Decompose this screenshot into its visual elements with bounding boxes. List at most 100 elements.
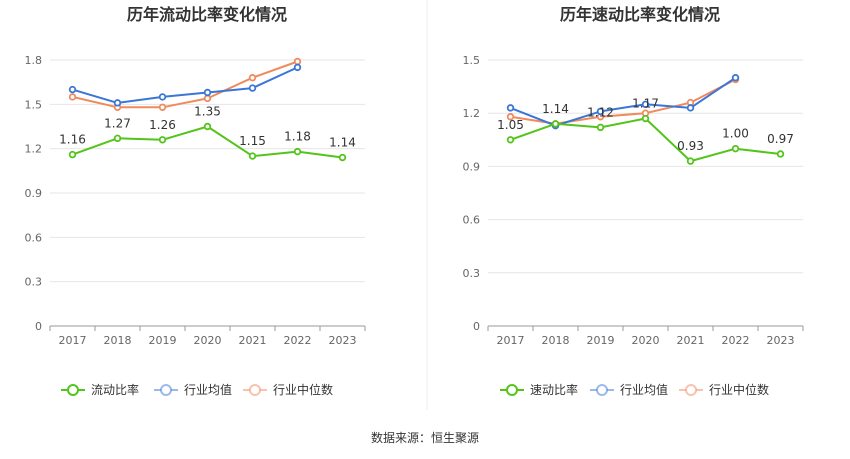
- x-tick-label: 2020: [194, 334, 222, 347]
- data-point: [731, 144, 740, 153]
- legend-item: 流动比率: [61, 382, 139, 397]
- data-point: [113, 99, 122, 107]
- y-tick-label: 1.2: [25, 143, 43, 156]
- data-label: 1.12: [587, 105, 614, 119]
- data-labels: 1.05 1.14 1.12 1.17 0.93 1.00 0.97: [497, 97, 794, 154]
- data-label: 1.15: [239, 134, 266, 148]
- data-point: [641, 100, 650, 109]
- y-tick-label: 0.3: [25, 276, 43, 289]
- legend-marker: [506, 384, 518, 396]
- data-label: 1.14: [329, 136, 356, 150]
- data-point: [113, 134, 122, 143]
- data-point: [68, 150, 77, 159]
- x-tick-label: 2020: [632, 334, 660, 347]
- data-point: [68, 93, 77, 101]
- data-label: 1.18: [284, 130, 311, 144]
- series-layer: [68, 57, 347, 162]
- x-tick-label: 2019: [149, 334, 177, 347]
- x-tick-label: 2017: [59, 334, 87, 347]
- data-point: [248, 74, 257, 82]
- x-axis: 2017 2018 2019 2020 2021 2022 2023: [49, 325, 366, 347]
- y-tick-label: 0.9: [463, 160, 481, 173]
- x-tick-label: 2018: [104, 334, 132, 347]
- data-label: 1.16: [59, 133, 86, 147]
- x-tick-label: 2019: [587, 334, 615, 347]
- series-layer: [506, 74, 785, 165]
- legend-marker: [249, 384, 261, 396]
- x-tick-label: 2018: [542, 334, 570, 347]
- x-tick-label: 2021: [239, 334, 267, 347]
- legend-label: 行业均值: [620, 382, 668, 397]
- quick-ratio-chart: 历年速动比率变化情况 0 0.3 0.6 0.9 1.2 1.5 2017 2018 2019…: [463, 5, 804, 397]
- data-point: [248, 84, 257, 92]
- y-tick-label: 0: [35, 320, 42, 333]
- data-point: [641, 114, 650, 123]
- data-point: [506, 104, 515, 112]
- legend-label: 行业均值: [184, 382, 232, 397]
- data-labels: 1.16 1.27 1.26 1.35 1.15 1.18 1.14: [59, 105, 356, 150]
- data-point: [158, 103, 167, 111]
- series-line-1: [72, 66, 298, 104]
- data-point: [203, 94, 212, 103]
- legend-item: 行业均值: [590, 382, 668, 397]
- data-label: 1.14: [542, 102, 569, 116]
- data-point: [158, 93, 167, 101]
- legend-item: 行业均值: [154, 382, 232, 397]
- data-label: 1.05: [497, 118, 524, 132]
- data-point: [203, 122, 212, 131]
- legend-label: 速动比率: [530, 382, 578, 397]
- x-axis: 2017 2018 2019 2020 2021 2022 2023: [487, 325, 804, 347]
- legend-marker: [685, 384, 697, 396]
- data-point: [293, 57, 302, 66]
- series-line-1: [510, 76, 737, 127]
- y-tick-label: 1.2: [463, 107, 481, 120]
- x-tick-label: 2022: [284, 334, 312, 347]
- current-ratio-chart: 历年流动比率变化情况 00.30.60.91.21.51.8 2017 2018 2…: [25, 5, 366, 397]
- legend-marker: [67, 384, 79, 396]
- legend-label: 行业中位数: [709, 382, 769, 397]
- legend-item: 行业中位数: [243, 382, 333, 397]
- series-line-2: [72, 60, 298, 109]
- legend-marker: [596, 384, 608, 396]
- chart-title: 历年流动比率变化情况: [127, 5, 287, 24]
- chart-title: 历年速动比率变化情况: [560, 5, 720, 24]
- x-tick-label: 2021: [677, 334, 705, 347]
- x-tick-label: 2017: [497, 334, 525, 347]
- data-point: [248, 152, 257, 160]
- data-point: [338, 153, 347, 162]
- y-tick-label: 0.6: [463, 214, 481, 227]
- legend-item: 行业中位数: [679, 382, 769, 397]
- source-note: 数据来源：恒生聚源: [371, 430, 479, 445]
- y-tick-label: 1.8: [25, 54, 43, 67]
- data-point: [203, 88, 212, 97]
- data-label: 1.26: [149, 118, 176, 132]
- grid: [488, 59, 803, 274]
- y-tick-label: 1.5: [463, 54, 481, 67]
- data-label: 1.35: [194, 105, 221, 119]
- data-point: [293, 63, 302, 72]
- data-point: [596, 107, 605, 116]
- data-point: [293, 147, 302, 156]
- data-label: 1.00: [722, 127, 749, 141]
- data-point: [551, 120, 560, 128]
- legend-label: 行业中位数: [273, 382, 333, 397]
- data-point: [776, 150, 785, 158]
- data-point: [68, 85, 77, 94]
- data-point: [158, 136, 167, 144]
- legend-label: 流动比率: [91, 382, 139, 397]
- y-tick-label: 0.3: [463, 267, 481, 280]
- legend-marker: [160, 384, 172, 396]
- data-point: [596, 123, 605, 132]
- data-point: [731, 74, 740, 82]
- legend: 速动比率 行业均值 行业中位数: [500, 382, 769, 397]
- legend-item: 速动比率: [500, 382, 578, 397]
- data-point: [686, 157, 695, 165]
- y-axis-ticks: 0 0.3 0.6 0.9 1.2 1.5: [463, 54, 481, 333]
- y-tick-label: 0.9: [25, 187, 43, 200]
- data-point: [506, 136, 515, 144]
- x-tick-label: 2022: [722, 334, 750, 347]
- x-tick-label: 2023: [767, 334, 795, 347]
- x-tick-label: 2023: [329, 334, 357, 347]
